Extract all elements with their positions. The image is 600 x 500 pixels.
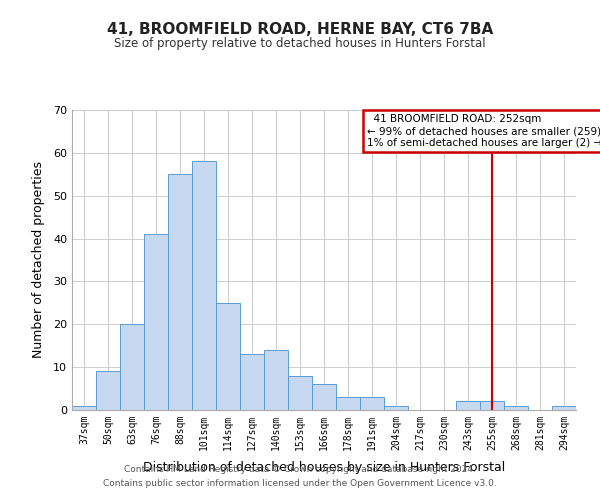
Bar xyxy=(240,354,264,410)
Bar xyxy=(312,384,336,410)
Bar xyxy=(384,406,408,410)
Bar xyxy=(504,406,528,410)
Bar xyxy=(96,372,120,410)
Bar xyxy=(144,234,168,410)
Y-axis label: Number of detached properties: Number of detached properties xyxy=(32,162,44,358)
Bar xyxy=(360,397,384,410)
Text: Size of property relative to detached houses in Hunters Forstal: Size of property relative to detached ho… xyxy=(114,38,486,51)
Bar xyxy=(264,350,288,410)
Text: 41, BROOMFIELD ROAD, HERNE BAY, CT6 7BA: 41, BROOMFIELD ROAD, HERNE BAY, CT6 7BA xyxy=(107,22,493,38)
Text: Contains HM Land Registry data © Crown copyright and database right 2024.
Contai: Contains HM Land Registry data © Crown c… xyxy=(103,466,497,487)
Bar xyxy=(72,406,96,410)
Bar xyxy=(168,174,192,410)
X-axis label: Distribution of detached houses by size in Hunters Forstal: Distribution of detached houses by size … xyxy=(143,461,505,474)
Bar xyxy=(120,324,144,410)
Bar xyxy=(216,303,240,410)
Bar xyxy=(288,376,312,410)
Bar xyxy=(456,402,480,410)
Bar xyxy=(480,402,504,410)
Bar xyxy=(552,406,576,410)
Bar xyxy=(336,397,360,410)
Text: 41 BROOMFIELD ROAD: 252sqm  
← 99% of detached houses are smaller (259)
1% of se: 41 BROOMFIELD ROAD: 252sqm ← 99% of deta… xyxy=(367,114,600,148)
Bar xyxy=(192,162,216,410)
